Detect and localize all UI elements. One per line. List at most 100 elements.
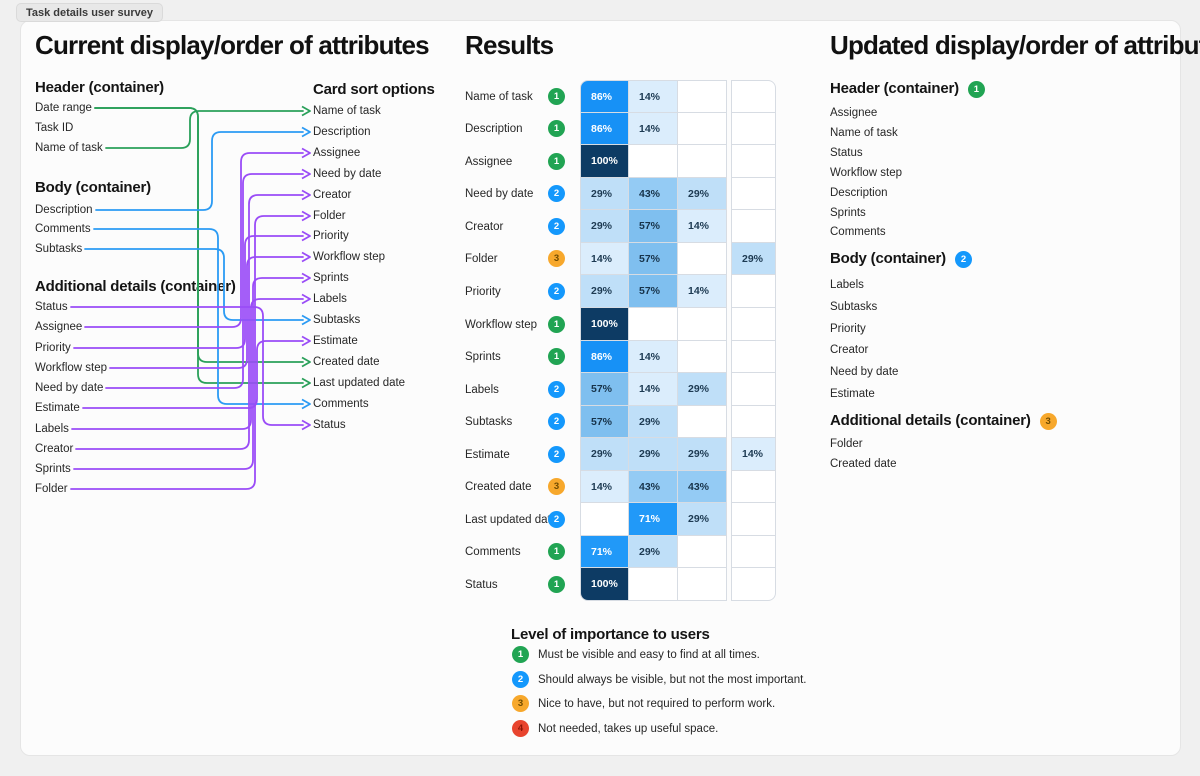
importance-badge-1: 1 xyxy=(548,543,565,560)
result-cell: 29% xyxy=(580,178,629,210)
legend-text-4: Not needed, takes up useful space. xyxy=(538,723,719,735)
group-heading-body-container: Body (container) xyxy=(35,179,151,196)
result-cell xyxy=(678,536,727,568)
right-item-creator: Creator xyxy=(830,344,869,356)
result-cell: 86% xyxy=(580,80,629,113)
group-heading-header-container: Header (container) xyxy=(35,79,164,96)
right-item-subtasks: Subtasks xyxy=(830,301,878,313)
group-heading-additional-details-container: Additional details (container) xyxy=(35,278,236,295)
card-sort-option-folder: Folder xyxy=(313,210,346,222)
result-cell: 57% xyxy=(629,243,678,275)
result-cell: 29% xyxy=(629,438,678,471)
right-panel-title: Updated display/order of attributes xyxy=(830,30,1200,60)
left-item-folder: Folder xyxy=(35,483,68,495)
left-item-priority: Priority xyxy=(35,342,71,354)
result-cell: 57% xyxy=(629,210,678,243)
result-cell xyxy=(731,308,776,341)
result-cell: 29% xyxy=(629,406,678,438)
right-section-heading-header-container: Header (container) 1 xyxy=(830,80,985,98)
result-row-label-need-by-date: Need by date xyxy=(465,188,534,200)
right-item-description: Description xyxy=(830,187,888,199)
importance-badge-3: 3 xyxy=(548,478,565,495)
right-section-heading-label: Additional details (container) xyxy=(830,412,1031,429)
result-cell xyxy=(678,308,727,341)
importance-badge-1: 1 xyxy=(548,88,565,105)
card-sort-option-labels: Labels xyxy=(313,293,347,305)
result-cell: 29% xyxy=(678,373,727,406)
importance-badge-1: 1 xyxy=(512,646,529,663)
result-cell: 14% xyxy=(580,243,629,275)
result-cell: 100% xyxy=(580,568,629,601)
card-sort-option-comments: Comments xyxy=(313,398,369,410)
result-row-label-priority: Priority xyxy=(465,286,501,298)
legend-title: Level of importance to users xyxy=(511,626,710,643)
result-cell: 29% xyxy=(580,210,629,243)
left-item-name-of-task: Name of task xyxy=(35,142,103,154)
result-cell xyxy=(731,536,776,568)
result-cell: 43% xyxy=(629,471,678,503)
result-row-label-sprints: Sprints xyxy=(465,351,501,363)
result-cell xyxy=(731,145,776,178)
right-item-assignee: Assignee xyxy=(830,107,878,119)
right-item-status: Status xyxy=(830,147,863,159)
importance-badge-4: 4 xyxy=(512,720,529,737)
result-cell: 71% xyxy=(580,536,629,568)
result-cell xyxy=(731,568,776,601)
result-cell: 100% xyxy=(580,145,629,178)
result-cell xyxy=(678,568,727,601)
left-item-description: Description xyxy=(35,204,93,216)
result-row-label-subtasks: Subtasks xyxy=(465,416,513,428)
right-section-heading-body-container: Body (container) 2 xyxy=(830,250,972,268)
result-cell: 29% xyxy=(580,438,629,471)
result-cell: 57% xyxy=(580,373,629,406)
left-item-subtasks: Subtasks xyxy=(35,243,83,255)
result-row-label-labels: Labels xyxy=(465,384,499,396)
result-cell xyxy=(731,80,776,113)
importance-badge-2: 2 xyxy=(548,185,565,202)
legend-text-3: Nice to have, but not required to perfor… xyxy=(538,698,776,710)
result-row-label-workflow-step: Workflow step xyxy=(465,319,538,331)
left-item-workflow-step: Workflow step xyxy=(35,362,108,374)
result-row-label-status: Status xyxy=(465,579,498,591)
result-cell: 14% xyxy=(580,471,629,503)
left-item-status: Status xyxy=(35,301,68,313)
result-cell xyxy=(731,341,776,373)
result-cell: 14% xyxy=(629,80,678,113)
importance-badge-2: 2 xyxy=(548,446,565,463)
card-sort-option-last-updated-date: Last updated date xyxy=(313,377,406,389)
card-sort-option-need-by-date: Need by date xyxy=(313,168,382,180)
result-cell xyxy=(731,471,776,503)
card-sort-option-description: Description xyxy=(313,126,371,138)
result-cell xyxy=(678,80,727,113)
importance-badge-2: 2 xyxy=(548,413,565,430)
result-cell xyxy=(629,145,678,178)
result-cell xyxy=(678,145,727,178)
card-sort-option-priority: Priority xyxy=(313,230,349,242)
result-cell xyxy=(678,341,727,373)
importance-badge-2: 2 xyxy=(954,250,972,268)
card-sort-option-created-date: Created date xyxy=(313,356,380,368)
result-cell xyxy=(678,243,727,275)
right-item-need-by-date: Need by date xyxy=(830,366,899,378)
right-section-heading-additional-details-container: Additional details (container) 3 xyxy=(830,412,1057,430)
result-cell xyxy=(678,113,727,145)
result-row-label-last-updated-date: Last updated date xyxy=(465,514,558,526)
result-row-label-description: Description xyxy=(465,123,523,135)
right-item-folder: Folder xyxy=(830,438,863,450)
result-cell: 29% xyxy=(580,275,629,308)
card-sort-option-workflow-step: Workflow step xyxy=(313,251,386,263)
result-row-label-name-of-task: Name of task xyxy=(465,91,533,103)
right-item-priority: Priority xyxy=(830,323,866,335)
result-cell: 29% xyxy=(678,178,727,210)
result-cell: 14% xyxy=(678,275,727,308)
right-section-heading-label: Header (container) xyxy=(830,80,959,97)
results-title: Results xyxy=(465,30,554,60)
right-item-workflow-step: Workflow step xyxy=(830,167,903,179)
right-item-comments: Comments xyxy=(830,226,886,238)
left-item-assignee: Assignee xyxy=(35,321,83,333)
result-cell xyxy=(580,503,629,536)
importance-badge-3: 3 xyxy=(512,695,529,712)
result-cell: 14% xyxy=(629,341,678,373)
section-tab[interactable]: Task details user survey xyxy=(16,3,163,22)
left-item-need-by-date: Need by date xyxy=(35,382,104,394)
